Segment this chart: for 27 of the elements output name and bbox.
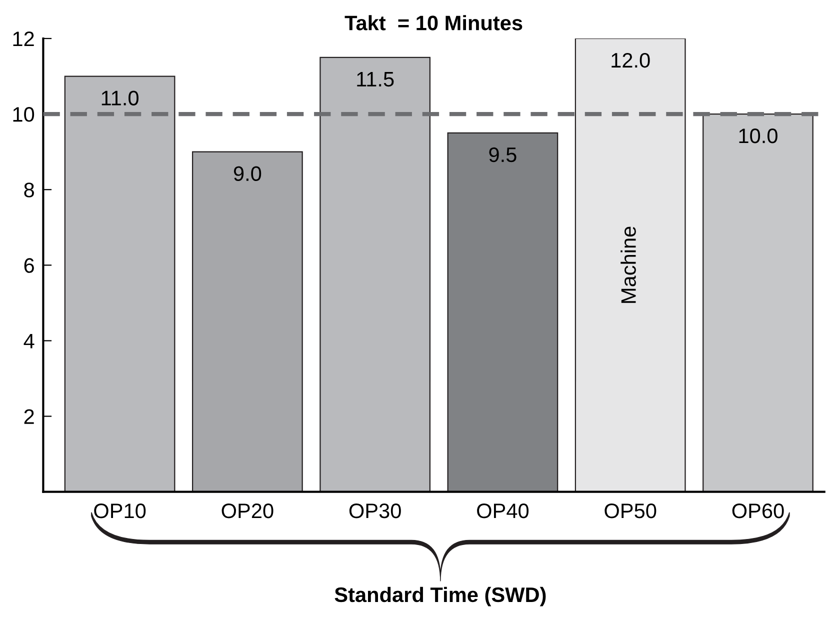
y-tick-label: 2 bbox=[24, 409, 34, 424]
bar bbox=[447, 132, 558, 492]
bar bbox=[702, 114, 814, 492]
x-tick-label: OP50 bbox=[604, 503, 656, 518]
bar bbox=[64, 76, 176, 492]
data-label: 11.5 bbox=[357, 72, 394, 87]
data-label: 9.5 bbox=[489, 147, 516, 162]
x-tick-label: OP30 bbox=[349, 503, 401, 518]
y-tick-label: 12 bbox=[13, 32, 34, 46]
x-axis-title: Standard Time (SWD) bbox=[334, 586, 546, 606]
y-tick-label: 4 bbox=[24, 334, 34, 348]
annotation: Machine bbox=[620, 226, 636, 303]
data-label: 11.0 bbox=[102, 90, 138, 106]
y-tick-label: 10 bbox=[13, 107, 34, 122]
y-tick-label: 8 bbox=[24, 182, 34, 198]
data-label: 10.0 bbox=[739, 128, 778, 144]
x-tick-label: OP20 bbox=[222, 503, 274, 518]
y-tick-label: 6 bbox=[24, 258, 34, 273]
data-label: 9.0 bbox=[234, 166, 262, 182]
bar bbox=[574, 38, 686, 492]
x-tick-label: OP10 bbox=[94, 503, 146, 518]
bar bbox=[320, 56, 431, 492]
data-label: 12.0 bbox=[612, 52, 650, 68]
chart-title: Takt = 10 Minutes bbox=[344, 15, 522, 30]
x-tick-label: OP40 bbox=[477, 503, 529, 518]
x-tick-label: OP60 bbox=[732, 503, 784, 518]
bar bbox=[192, 151, 303, 492]
